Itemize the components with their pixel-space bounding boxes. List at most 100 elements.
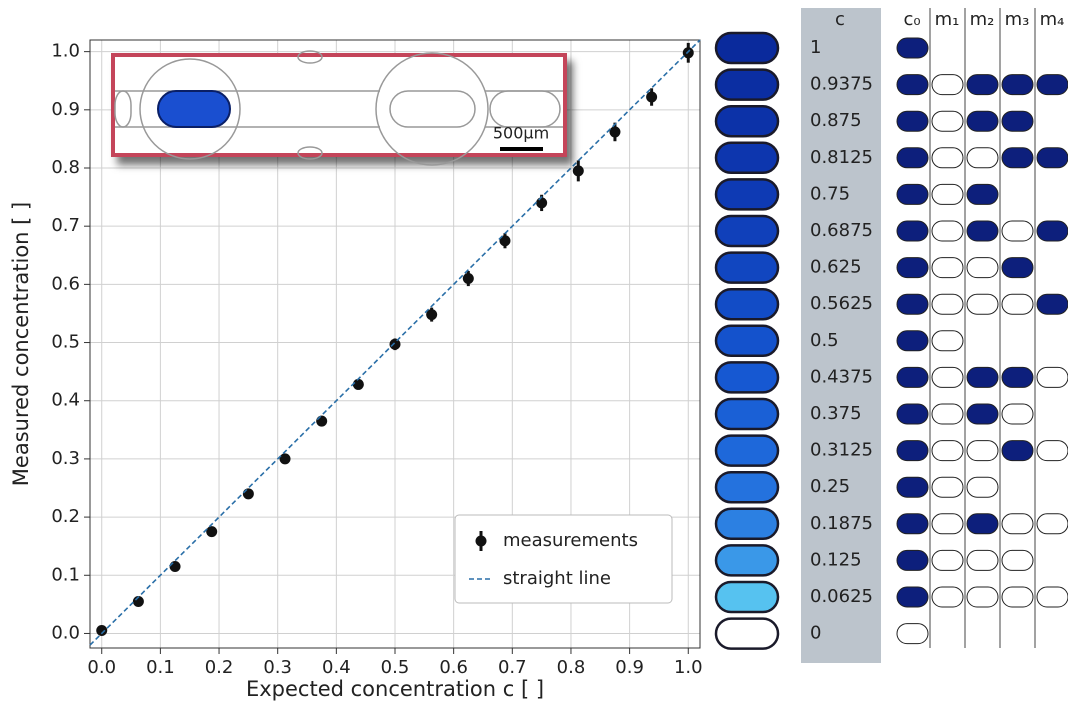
inset-droplet: [157, 90, 231, 128]
droplet: [714, 178, 780, 211]
empty-cell: [931, 293, 964, 315]
data-point: [206, 526, 218, 538]
inset: 500µm: [111, 50, 567, 166]
data-point: [279, 453, 291, 465]
filled-cell: [966, 513, 999, 535]
droplet: [714, 580, 780, 614]
filled-cell: [896, 440, 929, 462]
y-axis-label: Measured concentration [ ]: [9, 202, 33, 486]
y-tick-label: 0.5: [51, 332, 80, 353]
empty-cell: [1001, 293, 1034, 315]
column-header: m₁: [935, 9, 960, 30]
empty-cell: [966, 147, 999, 169]
filled-cell: [1001, 74, 1034, 96]
empty-cell: [931, 330, 964, 352]
droplet: [714, 287, 780, 321]
x-tick-label: 0.7: [498, 657, 527, 678]
filled-cell: [966, 366, 999, 388]
data-point: [682, 47, 694, 59]
empty-cell: [931, 147, 964, 169]
filled-cell: [896, 257, 929, 279]
empty-cell: [931, 183, 964, 205]
empty-cell: [1036, 513, 1068, 535]
filled-cell: [896, 513, 929, 535]
droplet: [714, 617, 780, 650]
row-label: 0.5: [810, 330, 839, 351]
row-label: 0.8125: [810, 147, 873, 168]
empty-cell: [1001, 220, 1034, 242]
filled-cell: [896, 147, 929, 169]
empty-cell: [931, 476, 964, 498]
empty-cell: [931, 220, 964, 242]
x-tick-label: 0.1: [146, 657, 175, 678]
filled-cell: [896, 220, 929, 242]
column-header: c: [835, 9, 845, 30]
droplet: [714, 31, 780, 65]
filled-cell: [896, 366, 929, 388]
y-tick-label: 0.0: [51, 622, 80, 643]
filled-cell: [966, 110, 999, 132]
empty-cell: [1001, 586, 1034, 608]
data-point: [169, 561, 181, 573]
column-header: c₀: [903, 9, 920, 30]
data-point: [572, 165, 584, 177]
filled-cell: [966, 220, 999, 242]
x-tick-label: 0.4: [322, 657, 351, 678]
droplet: [714, 214, 780, 248]
channel: [114, 50, 563, 166]
x-tick-label: 0.3: [263, 657, 292, 678]
data-point: [316, 415, 328, 427]
column-header: m₃: [1005, 9, 1030, 30]
reference-line: [89, 39, 701, 646]
droplet: [714, 434, 780, 467]
column-header: m₂: [970, 9, 995, 30]
row-label: 0.25: [810, 476, 850, 497]
empty-cell: [966, 440, 999, 462]
empty-cell: [931, 366, 964, 388]
data-point: [646, 91, 658, 103]
x-tick-label: 0.2: [205, 657, 234, 678]
empty-cell: [931, 549, 964, 571]
filled-cell: [896, 183, 929, 205]
column-header: m₄: [1040, 9, 1065, 30]
x-tick-label: 0.9: [615, 657, 644, 678]
filled-cell: [1036, 293, 1068, 315]
x-tick-label: 1.0: [674, 657, 703, 678]
row-label: 0.75: [810, 183, 850, 204]
droplet: [714, 104, 780, 138]
droplet: [714, 397, 780, 431]
x-tick-label: 0.0: [87, 657, 116, 678]
y-tick-label: 0.6: [51, 273, 80, 294]
x-axis-label: Expected concentration c [ ]: [246, 677, 544, 701]
empty-cell: [931, 513, 964, 535]
droplet: [714, 251, 780, 284]
filled-cell: [966, 183, 999, 205]
table-column-bg: [801, 8, 881, 663]
row-label: 0.125: [810, 549, 862, 570]
empty-cell: [931, 110, 964, 132]
filled-cell: [896, 37, 929, 59]
filled-cell: [966, 403, 999, 425]
empty-cell: [966, 257, 999, 279]
filled-cell: [1001, 147, 1034, 169]
droplet: [714, 544, 780, 577]
row-label: 0.4375: [810, 366, 873, 387]
data-point: [499, 235, 511, 247]
legend-label: straight line: [503, 568, 611, 589]
row-label: 0.5625: [810, 293, 873, 314]
droplet: [714, 470, 780, 504]
droplet: [714, 141, 780, 175]
empty-cell: [1001, 403, 1034, 425]
row-label: 0: [810, 623, 821, 644]
empty-cell: [966, 549, 999, 571]
legend-swatch: [475, 535, 487, 547]
data-point: [536, 197, 548, 209]
filled-cell: [896, 403, 929, 425]
legend-box: [454, 514, 673, 604]
empty-cell: [931, 257, 964, 279]
filled-cell: [1001, 110, 1034, 132]
row-label: 0.625: [810, 257, 862, 278]
row-label: 0.875: [810, 110, 862, 131]
filled-cell: [896, 549, 929, 571]
data-point: [242, 488, 254, 500]
